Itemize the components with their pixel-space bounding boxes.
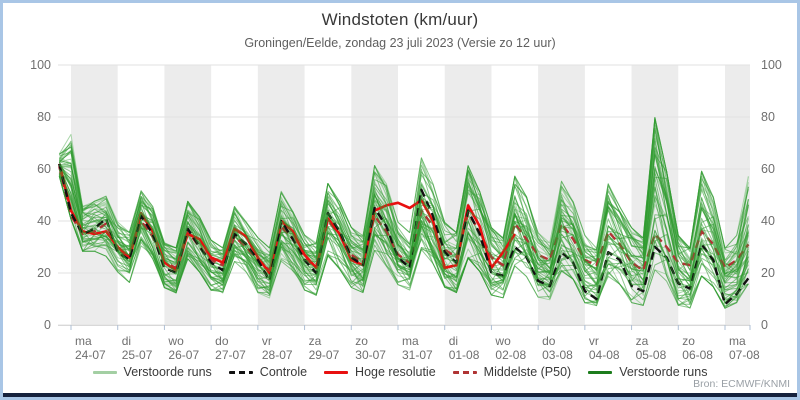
legend-label: Middelste (P50) (483, 365, 572, 379)
x-tick-label: do 27-07 (215, 334, 246, 362)
y-tick-label: 0 (44, 318, 51, 332)
source-credit: Bron: ECMWF/KNMI (693, 378, 790, 390)
x-tick-label: ma 07-08 (728, 334, 760, 362)
y-tick-label: 100 (761, 58, 782, 72)
x-tick-label: wo 26-07 (168, 334, 200, 362)
y-tick-label: 100 (30, 58, 51, 72)
y-tick-label: 60 (761, 162, 775, 176)
x-tick-label: vr 28-07 (261, 334, 293, 362)
y-tick-label: 20 (761, 266, 775, 280)
chart-title: Windstoten (km/uur) (321, 10, 479, 29)
plot-canvas (58, 64, 751, 330)
x-tick-label: ma 31-07 (401, 334, 433, 362)
x-tick-label: wo 02-08 (495, 334, 527, 362)
legend-item-middelste-p50: Middelste (P50) (452, 365, 572, 379)
y-tick-label: 80 (761, 110, 775, 124)
x-tick-label: za 05-08 (635, 334, 667, 362)
legend-item-verstoorde-runs-dark: Verstoorde runs (588, 365, 707, 379)
y-tick-label: 80 (37, 110, 51, 124)
x-tick-label: za 29-07 (308, 334, 340, 362)
x-tick-label: vr 04-08 (588, 334, 620, 362)
x-tick-label: do 03-08 (542, 334, 573, 362)
x-tick-label: di 01-08 (448, 334, 480, 362)
chart-legend: Verstoorde runs Controle Hoge resolutie … (3, 365, 797, 379)
line-swatch-icon (92, 370, 117, 374)
legend-label: Verstoorde runs (619, 365, 708, 379)
y-tick-label: 0 (761, 318, 768, 332)
legend-label: Controle (259, 365, 308, 379)
x-tick-label: di 25-07 (121, 334, 153, 362)
legend-item-verstoorde-runs-light: Verstoorde runs (92, 365, 212, 379)
line-swatch-icon (588, 370, 613, 374)
chart-subtitle: Groningen/Eelde, zondag 23 juli 2023 (Ve… (244, 36, 556, 50)
legend-item-hoge-resolutie: Hoge resolutie (324, 365, 436, 379)
bottom-accent-bar (3, 393, 797, 397)
y-tick-label: 60 (37, 162, 51, 176)
y-tick-label: 20 (37, 266, 51, 280)
legend-label: Hoge resolutie (355, 365, 436, 379)
legend-item-controle: Controle (228, 365, 308, 379)
x-tick-label: zo 06-08 (682, 334, 713, 362)
y-tick-label: 40 (37, 214, 51, 228)
x-tick-label: ma 24-07 (75, 334, 106, 362)
dashed-line-swatch-icon (452, 370, 477, 374)
y-tick-label: 40 (761, 214, 775, 228)
line-swatch-icon (324, 370, 349, 374)
legend-label: Verstoorde runs (123, 365, 212, 379)
x-tick-label: zo 30-07 (355, 334, 386, 362)
dashed-line-swatch-icon (228, 370, 253, 374)
